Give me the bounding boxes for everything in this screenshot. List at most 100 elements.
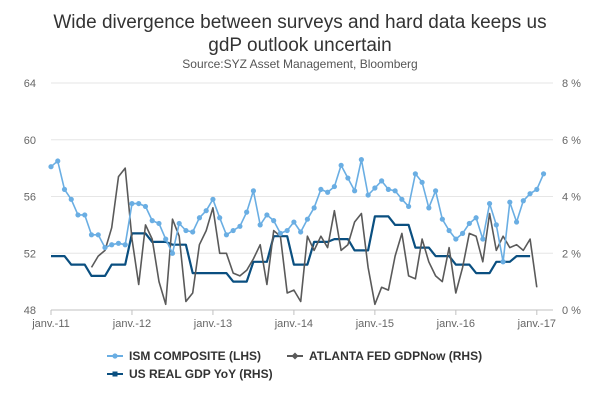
legend-label: ATLANTA FED GDPNow (RHS): [309, 349, 482, 363]
ism-composite-point: [203, 208, 209, 214]
x-tick-label: janv.-17: [517, 318, 556, 330]
ism-composite-point: [264, 212, 270, 218]
ism-composite-point: [88, 232, 95, 238]
ism-composite-point: [250, 188, 257, 194]
legend: ISM COMPOSITE (LHS) ATLANTA FED GDPNow (R…: [107, 349, 482, 381]
ism-composite-point: [48, 164, 54, 170]
ism-composite-point: [82, 212, 88, 218]
ism-composite-point: [183, 227, 189, 234]
ism-composite-point: [95, 232, 101, 238]
chart-subtitle: Source:SYZ Asset Management, Bloomberg: [182, 57, 417, 71]
legend-item-atlanta-fed-gdpnow: ATLANTA FED GDPNow (RHS): [287, 349, 482, 363]
ism-composite-point: [379, 178, 385, 184]
ism-composite-point: [271, 218, 277, 224]
ism-composite-series: [48, 157, 547, 265]
ism-composite-point: [217, 215, 223, 221]
x-tick-label: janv.-15: [355, 318, 394, 330]
ism-composite-point: [122, 242, 128, 248]
ism-composite-point: [459, 230, 466, 236]
legend-item-ism-composite: ISM COMPOSITE (LHS): [107, 349, 261, 363]
ism-composite-point: [385, 186, 391, 193]
ism-composite-point: [169, 250, 176, 256]
ism-composite-point: [244, 209, 250, 215]
x-tick-label: janv.-16: [436, 318, 475, 330]
legend-item-us-real-gdp-yoy: US REAL GDP YoY (RHS): [107, 367, 273, 381]
y-right-tick-label: 2 %: [562, 248, 581, 260]
ism-composite-point: [68, 196, 74, 202]
grid: [51, 82, 553, 311]
ism-composite-point: [534, 186, 540, 193]
legend-marker: [291, 352, 299, 360]
y-right-tick-label: 0 %: [562, 305, 581, 317]
ism-composite-point: [352, 188, 358, 194]
ism-composite-point: [446, 227, 452, 234]
ism-composite-point: [338, 162, 344, 168]
ism-composite-point: [372, 185, 378, 191]
ism-composite-point: [540, 171, 547, 177]
ism-composite-point: [500, 259, 506, 265]
ism-composite-point: [136, 200, 142, 207]
legend-label: US REAL GDP YoY (RHS): [129, 367, 273, 381]
ism-composite-point: [75, 212, 81, 218]
atlanta-fed-gdpnow-line: [90, 167, 538, 306]
ism-composite-point: [325, 189, 331, 195]
ism-composite-point: [142, 203, 149, 210]
ism-composite-point: [513, 219, 520, 225]
ism-composite-point: [331, 183, 337, 190]
x-tick-label: janv.-12: [112, 318, 151, 330]
ism-composite-point: [419, 179, 425, 185]
ism-composite-point: [109, 242, 115, 248]
chart-title-line-1: Wide divergence between surveys and hard…: [53, 12, 546, 33]
ism-composite-point: [486, 200, 493, 207]
ism-composite-point: [277, 230, 284, 236]
ism-composite-point: [453, 236, 459, 242]
legend-marker: [112, 371, 118, 377]
ism-composite-point: [237, 223, 243, 229]
ism-composite-point: [210, 196, 216, 202]
ism-composite-point: [163, 236, 169, 242]
ism-composite-point: [284, 227, 290, 234]
ism-composite-point: [176, 220, 182, 227]
y-right-tick-label: 6 %: [562, 135, 581, 147]
ism-composite-point: [61, 186, 68, 193]
ism-composite-point: [102, 244, 108, 251]
ism-composite-point: [129, 200, 135, 207]
ism-composite-point: [223, 232, 230, 238]
legend-marker: [112, 353, 118, 359]
ism-composite-point: [466, 220, 472, 227]
ism-composite-point: [432, 188, 439, 194]
y-left-tick-label: 64: [24, 78, 36, 90]
ism-composite-point: [406, 203, 412, 210]
ism-composite-point: [358, 157, 364, 163]
ism-composite-point: [298, 229, 304, 235]
ism-composite-point: [527, 191, 533, 197]
ism-composite-point: [311, 205, 317, 211]
ism-composite-point: [196, 215, 203, 221]
ism-composite-point: [439, 216, 445, 222]
x-tick-label: janv.-13: [193, 318, 232, 330]
y-left-tick-label: 48: [24, 305, 36, 317]
x-tick-label: janv.-14: [274, 318, 313, 330]
legend-label: ISM COMPOSITE (LHS): [129, 349, 261, 363]
ism-composite-point: [345, 175, 351, 181]
ism-composite-point: [399, 196, 405, 202]
chart-title-line-2: gdP outlook uncertain: [208, 35, 391, 56]
ism-composite-point: [473, 215, 479, 221]
ism-composite-point: [291, 219, 297, 225]
y-left-tick-label: 56: [24, 192, 36, 204]
ism-composite-point: [480, 236, 486, 242]
ism-composite-point: [115, 240, 122, 246]
y-right-tick-label: 4 %: [562, 192, 581, 204]
ism-composite-point: [520, 198, 526, 204]
axes: 48 0 % 52 2 % 56 4 % 60 6 % 64 8 % janv.-11 janv.-1…: [24, 78, 581, 330]
y-left-tick-label: 60: [24, 135, 36, 147]
ism-composite-point: [392, 188, 398, 194]
ism-composite-point: [493, 222, 499, 228]
x-tick-label: janv.-11: [31, 318, 70, 330]
y-right-tick-label: 8 %: [562, 78, 581, 90]
ism-composite-point: [318, 186, 324, 193]
ism-composite-point: [230, 227, 236, 234]
y-left-tick-label: 52: [24, 248, 36, 260]
ism-composite-point: [257, 222, 263, 228]
